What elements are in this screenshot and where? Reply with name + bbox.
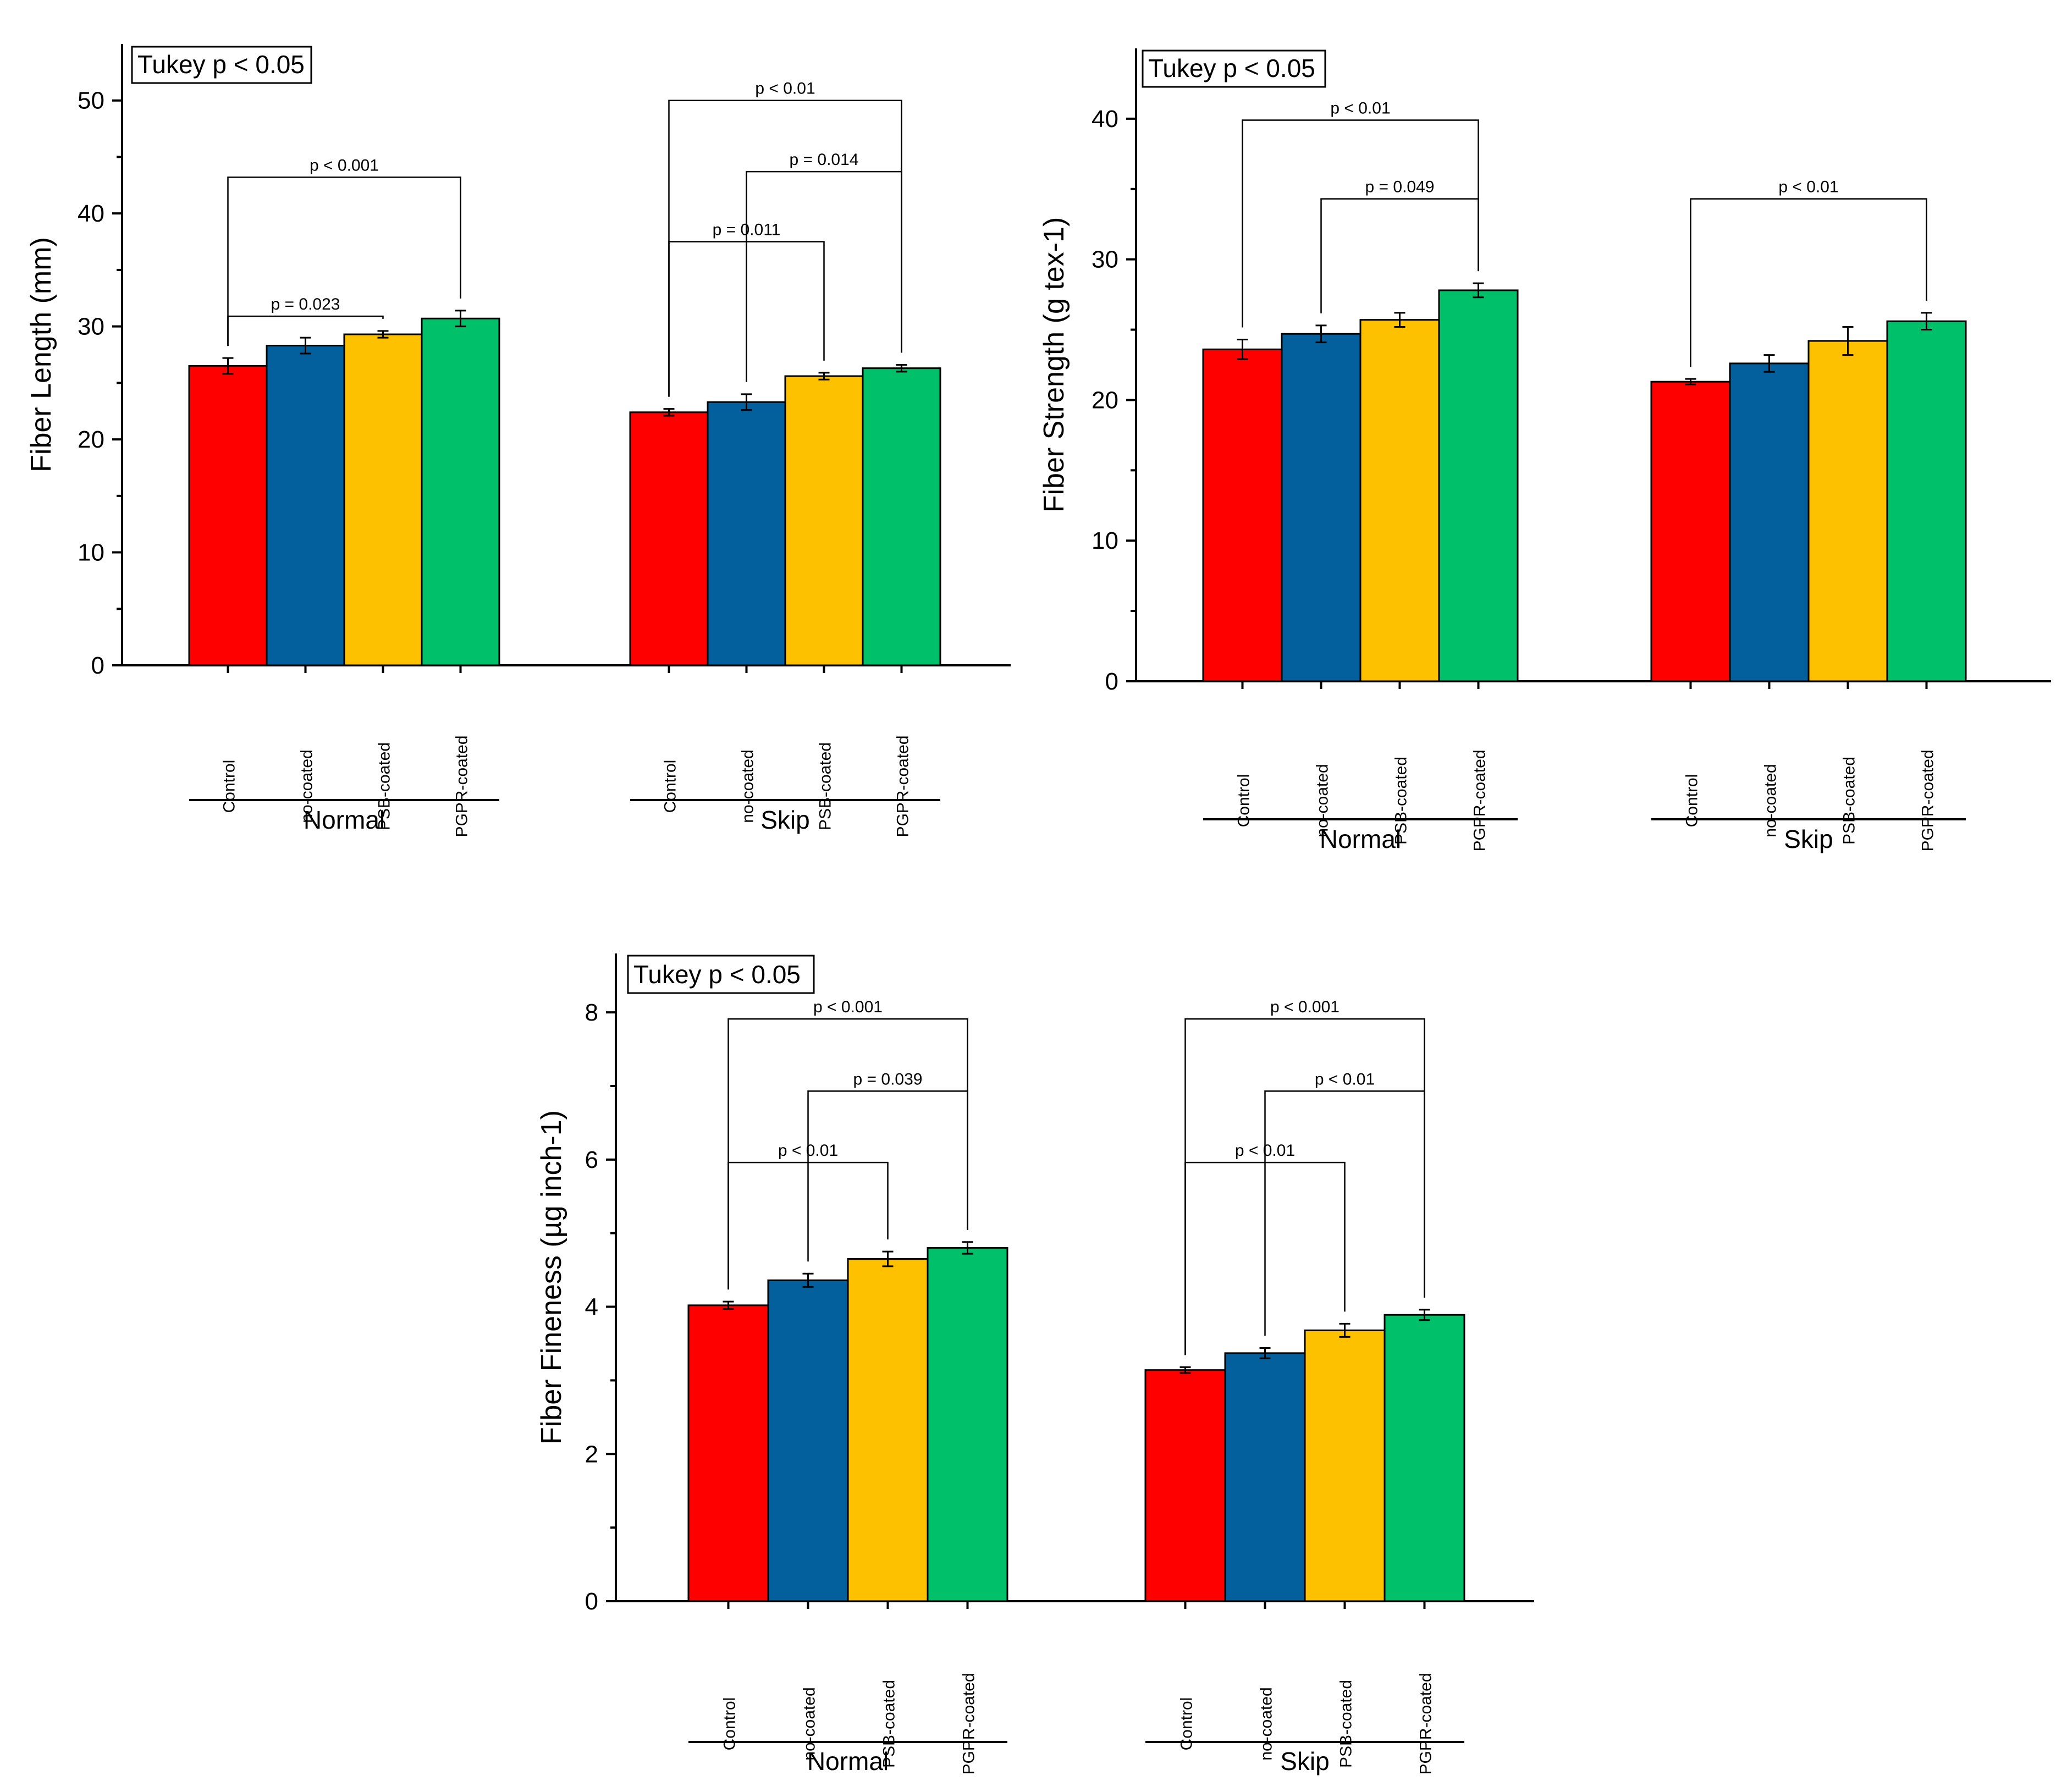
bar-Control xyxy=(629,411,709,666)
p-value-label: p = 0.023 xyxy=(271,295,340,313)
bar-Control xyxy=(1202,348,1283,682)
category-label: PGPR-coated xyxy=(1471,749,1489,851)
significance-bracket xyxy=(727,1018,968,1290)
y-axis-label: Fiber Strength (g tex-1) xyxy=(1038,217,1070,513)
y-tick-label: 20 xyxy=(1092,387,1118,413)
category-label: no-coated xyxy=(739,749,757,823)
bar-PSB-coated xyxy=(847,1258,929,1602)
bar-PSB-coated xyxy=(1359,319,1440,682)
category-label: PSB-coated xyxy=(1840,757,1859,845)
annotation-box xyxy=(131,46,312,84)
significance-bracket xyxy=(1242,119,1479,328)
category-label: Control xyxy=(221,760,239,813)
bar-no-coated xyxy=(1281,333,1362,682)
significance-bracket xyxy=(227,177,461,346)
category-label: PSB-coated xyxy=(1337,1680,1355,1768)
significance-bracket xyxy=(1690,198,1927,367)
category-label: no-coated xyxy=(801,1687,819,1760)
bar-PGPR-coated xyxy=(927,1247,1008,1602)
bar-no-coated xyxy=(767,1279,849,1602)
y-tick-label: 40 xyxy=(1092,106,1118,133)
p-value-label: p < 0.01 xyxy=(755,80,815,98)
category-label: PGPR-coated xyxy=(453,735,471,837)
fiber-strength-panel: 0 10 20 30 40 Fiber Strength (g tex-1) Tukey p… xyxy=(1038,48,2051,853)
category-label: PSB-coated xyxy=(1392,757,1410,845)
y-tick-label: 0 xyxy=(585,1588,598,1615)
bar-Control xyxy=(687,1304,769,1602)
bar-PSB-coated xyxy=(1807,340,1888,682)
p-value-label: p < 0.001 xyxy=(1270,998,1340,1016)
y-tick-label: 2 xyxy=(585,1441,598,1468)
category-label: PSB-coated xyxy=(817,742,835,830)
group-label: Normal xyxy=(304,806,385,834)
bar-no-coated xyxy=(266,345,345,666)
y-tick-label: 4 xyxy=(585,1294,598,1321)
y-tick-label: 20 xyxy=(78,426,104,453)
y-tick-label: 10 xyxy=(78,539,104,566)
category-label: no-coated xyxy=(298,749,316,823)
category-label: no-coated xyxy=(1762,764,1780,837)
category-label: no-coated xyxy=(1314,764,1332,837)
group-label: Normal xyxy=(807,1747,889,1776)
bar-PGPR-coated xyxy=(1438,289,1519,682)
bar-PSB-coated xyxy=(784,375,864,666)
y-axis-label: Fiber Fineness (µg inch-1) xyxy=(536,1110,567,1444)
bar-Control xyxy=(1650,381,1731,682)
y-tick-label: 10 xyxy=(1092,527,1118,554)
p-value-label: p < 0.001 xyxy=(813,998,883,1016)
y-tick-label: 6 xyxy=(585,1146,598,1173)
annotation-box xyxy=(627,955,815,994)
y-tick-label: 30 xyxy=(1092,246,1118,273)
group-label: Normal xyxy=(1320,825,1401,853)
y-axis-label: Fiber Length (mm) xyxy=(25,237,57,472)
category-label: PGPR-coated xyxy=(894,735,912,837)
p-value-label: p < 0.01 xyxy=(1330,99,1390,117)
y-tick-label: 50 xyxy=(78,87,104,114)
y-tick-label: 0 xyxy=(91,652,104,679)
category-label: no-coated xyxy=(1258,1687,1276,1760)
bar-no-coated xyxy=(707,401,786,666)
y-tick-label: 40 xyxy=(78,200,104,227)
bar-PGPR-coated xyxy=(862,367,941,666)
category-label: PSB-coated xyxy=(376,742,394,830)
bar-Control xyxy=(1144,1369,1226,1602)
bar-no-coated xyxy=(1729,362,1810,682)
p-value-label: p < 0.01 xyxy=(1778,178,1838,196)
p-value-label: p = 0.014 xyxy=(790,151,859,169)
annotation-text: Tukey p < 0.05 xyxy=(633,960,801,989)
y-tick-label: 8 xyxy=(585,999,598,1026)
p-value-label: p < 0.001 xyxy=(310,156,379,174)
category-label: PGPR-coated xyxy=(1417,1673,1435,1774)
bar-no-coated xyxy=(1224,1352,1306,1602)
annotation-box xyxy=(1142,49,1326,88)
bar-PGPR-coated xyxy=(1383,1314,1465,1602)
p-value-label: p = 0.039 xyxy=(853,1070,923,1088)
significance-bracket xyxy=(1184,1018,1425,1355)
y-tick-label: 30 xyxy=(78,313,104,340)
fiber-length-panel: 0 10 20 30 40 50 Fiber Length (mm) Tukey p < 0.… xyxy=(25,44,1011,837)
bar-PGPR-coated xyxy=(421,317,500,666)
p-value-label: p = 0.049 xyxy=(1365,178,1435,196)
group-label: Skip xyxy=(1280,1747,1329,1776)
y-tick-label: 0 xyxy=(1105,668,1118,695)
bar-Control xyxy=(188,365,268,666)
group-label: Skip xyxy=(1784,825,1833,853)
p-value-label: p < 0.01 xyxy=(1315,1070,1375,1088)
annotation-text: Tukey p < 0.05 xyxy=(1148,54,1315,82)
bar-PSB-coated xyxy=(343,333,423,666)
bar-PGPR-coated xyxy=(1886,320,1967,682)
fiber-fineness-panel: 0 2 4 6 8 Fiber Fineness (µg inch-1) Tukey p <… xyxy=(536,953,1534,1776)
annotation-text: Tukey p < 0.05 xyxy=(137,50,305,79)
bar-PSB-coated xyxy=(1304,1329,1386,1602)
category-label: PSB-coated xyxy=(880,1680,899,1768)
group-label: Skip xyxy=(760,806,809,834)
significance-bracket xyxy=(668,100,902,397)
category-label: PGPR-coated xyxy=(960,1673,978,1774)
category-label: Control xyxy=(662,760,680,813)
category-label: PGPR-coated xyxy=(1919,749,1937,851)
